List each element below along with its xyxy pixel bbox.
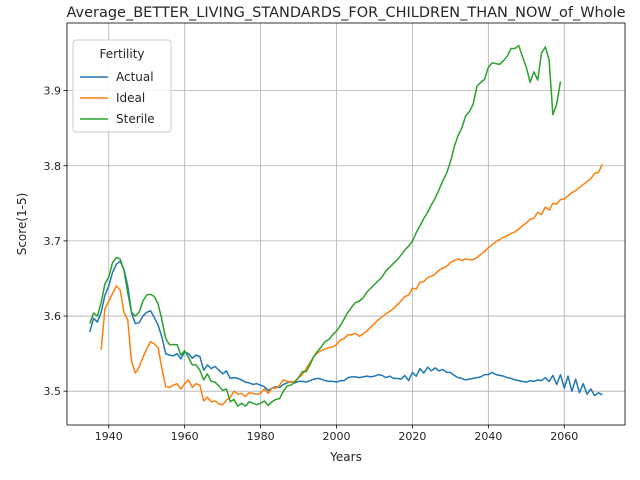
x-tick-label: 2060 [550,430,578,443]
y-tick-label: 3.7 [44,235,62,248]
grid [67,23,625,425]
series-lines [89,44,603,407]
legend: Fertility Actual Ideal Sterile [72,39,172,133]
y-tick-label: 3.9 [44,85,62,98]
chart-title: Average_BETTER_LIVING_STANDARDS_FOR_CHIL… [66,5,625,21]
legend-title: Fertility [99,47,144,61]
y-tick-label: 3.6 [44,310,62,323]
legend-label-ideal: Ideal [116,91,145,105]
series-line-sterile [89,44,562,407]
x-tick-label: 2000 [323,430,351,443]
x-axis-label: Years [329,450,362,464]
legend-label-actual: Actual [116,70,154,84]
x-tick-label: 2040 [474,430,502,443]
ticks: 1940 1960 1980 2000 2020 2040 2060 3.5 3.6 3.7 3.8… [44,85,579,443]
legend-box [72,39,172,133]
x-tick-label: 1980 [247,430,275,443]
plot-frame [66,22,626,426]
x-tick-label: 2020 [398,430,426,443]
y-tick-label: 3.5 [44,385,62,398]
y-axis-label: Score(1-5) [15,193,29,256]
x-tick-label: 1940 [95,430,123,443]
legend-entries: Actual Ideal Sterile [80,70,155,126]
legend-label-sterile: Sterile [116,112,155,126]
series-line-actual [89,260,603,397]
series-line-ideal [100,163,603,406]
x-tick-label: 1960 [171,430,199,443]
y-tick-label: 3.8 [44,160,62,173]
